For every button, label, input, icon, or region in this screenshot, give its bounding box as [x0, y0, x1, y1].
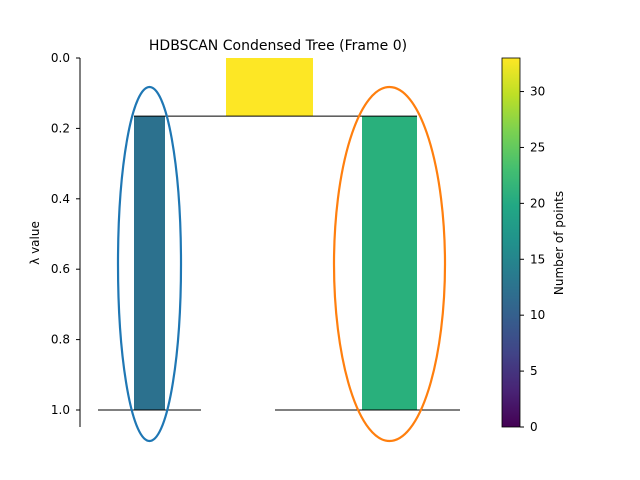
colorbar-tick-label: 5: [530, 364, 538, 378]
colorbar-label: Number of points: [552, 191, 566, 295]
colorbar-tick-label: 25: [530, 140, 545, 154]
chart-title: HDBSCAN Condensed Tree (Frame 0): [149, 38, 407, 54]
colorbar-tick-label: 20: [530, 196, 545, 210]
y-tick-label: 0.0: [51, 51, 70, 65]
y-tick-label: 0.2: [51, 121, 70, 135]
colorbar-tick-label: 10: [530, 308, 545, 322]
colorbar-tick-label: 15: [530, 252, 545, 266]
y-tick-label: 1.0: [51, 403, 70, 417]
y-tick-label: 0.8: [51, 333, 70, 347]
selection-ellipse-left-cluster: [116, 85, 183, 443]
tree-bar-right-cluster: [362, 116, 417, 410]
y-axis-label: λ value: [28, 221, 42, 265]
tree-bar-left-cluster: [134, 116, 165, 410]
colorbar-ticks: 0 5 10 15 20 25 30: [520, 85, 545, 434]
selected-cluster-ellipses: [116, 85, 447, 443]
tree-bars: [134, 58, 417, 410]
tree-lines: [98, 115, 460, 411]
y-ticks: 0.0 0.2 0.4 0.6 0.8 1.0: [51, 51, 80, 417]
y-tick-label: 0.4: [51, 192, 70, 206]
colorbar-tick-label: 30: [530, 85, 545, 99]
tree-bar-root: [226, 58, 313, 117]
selection-ellipse-right-cluster: [332, 85, 447, 443]
colorbar: [501, 57, 521, 428]
colorbar-tick-label: 0: [530, 420, 538, 434]
y-tick-label: 0.6: [51, 262, 70, 276]
